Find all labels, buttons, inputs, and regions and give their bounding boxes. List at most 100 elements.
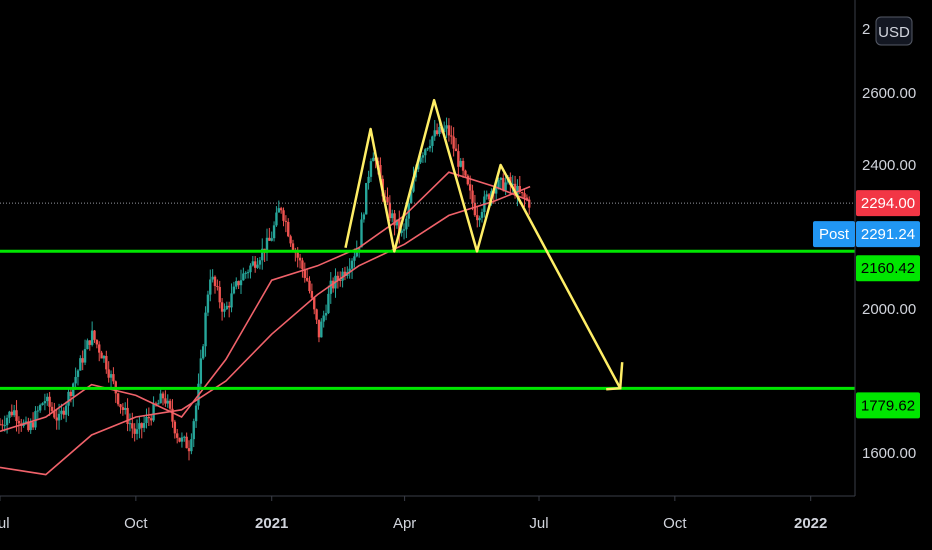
candle-body bbox=[480, 211, 484, 218]
candle-body bbox=[46, 396, 49, 402]
candles-layer bbox=[0, 117, 531, 461]
candle-body bbox=[8, 411, 11, 418]
candle-body bbox=[268, 237, 271, 241]
support-level-label: 2160.42 bbox=[861, 260, 915, 277]
target-level-label-bg bbox=[856, 392, 920, 419]
candle-body bbox=[64, 405, 68, 415]
candle-body bbox=[419, 157, 422, 163]
candle-body bbox=[301, 260, 304, 270]
candle-body bbox=[313, 297, 316, 310]
candle-body bbox=[525, 197, 529, 200]
candle-body bbox=[223, 309, 226, 312]
candle-body bbox=[126, 407, 129, 424]
candle-body bbox=[131, 423, 134, 429]
candle-body bbox=[67, 391, 70, 406]
candle-body bbox=[308, 280, 311, 292]
pattern-drawing-layer bbox=[344, 98, 624, 391]
candle-body bbox=[48, 396, 51, 407]
candle-body bbox=[232, 286, 236, 294]
candle-body bbox=[27, 421, 30, 431]
candle-body bbox=[98, 344, 101, 353]
candle-body bbox=[150, 418, 153, 421]
candle-body bbox=[251, 261, 255, 266]
candle-body bbox=[15, 410, 18, 422]
candle-body bbox=[395, 219, 399, 226]
candle-body bbox=[90, 330, 94, 345]
candle-body bbox=[383, 196, 387, 198]
candle-body bbox=[461, 160, 465, 171]
candle-body bbox=[487, 194, 491, 200]
candle-body bbox=[435, 130, 439, 135]
candle-body bbox=[86, 340, 89, 350]
x-axis-ticks: Jul Oct 2021 Apr Jul Oct 2022 bbox=[0, 496, 827, 532]
candle-body bbox=[121, 407, 125, 410]
post-price-label: 2291.24 bbox=[861, 226, 915, 243]
candle-body bbox=[447, 125, 451, 136]
candle-body bbox=[79, 358, 82, 371]
candle-body bbox=[518, 186, 521, 192]
post-price-bg bbox=[856, 221, 920, 248]
candle-body bbox=[17, 421, 21, 424]
candle-body bbox=[386, 197, 389, 203]
candle-body bbox=[343, 271, 347, 277]
ma-slow-line bbox=[0, 185, 531, 476]
candle-body bbox=[173, 421, 177, 434]
support-level-label-bg bbox=[856, 255, 920, 282]
candle-body bbox=[367, 176, 370, 184]
candle-body bbox=[256, 264, 259, 268]
candle-body bbox=[409, 191, 413, 204]
candle-body bbox=[176, 433, 179, 438]
candle-body bbox=[128, 423, 132, 425]
candle-body bbox=[348, 268, 351, 272]
candle-body bbox=[438, 126, 441, 135]
candle-body bbox=[329, 280, 332, 294]
candle-body bbox=[235, 281, 238, 287]
x-tick-label: Oct bbox=[663, 515, 687, 532]
candle-body bbox=[227, 305, 231, 308]
levels-layer bbox=[0, 202, 855, 390]
candle-body bbox=[287, 221, 290, 237]
y-tick-label: 2600.00 bbox=[862, 85, 916, 102]
candle-body bbox=[322, 315, 325, 322]
candle-body bbox=[187, 448, 191, 452]
candle-body bbox=[74, 376, 77, 384]
x-tick-label: 2022 bbox=[794, 515, 827, 532]
candle-body bbox=[485, 194, 488, 197]
currency-button[interactable]: USD bbox=[875, 16, 913, 46]
candle-body bbox=[41, 403, 44, 406]
moving-averages-layer bbox=[0, 171, 531, 476]
candle-body bbox=[201, 346, 205, 359]
candle-body bbox=[166, 400, 169, 404]
candle-body bbox=[83, 349, 87, 363]
head-and-shoulders-drawing[interactable] bbox=[344, 98, 622, 389]
candle-body bbox=[10, 411, 14, 416]
candle-body bbox=[398, 219, 401, 233]
candle-body bbox=[62, 410, 65, 415]
candle-body bbox=[265, 237, 269, 253]
candle-body bbox=[249, 265, 252, 273]
candle-body bbox=[5, 417, 9, 426]
candle-body bbox=[57, 413, 61, 421]
candle-body bbox=[391, 213, 394, 219]
target-level-label: 1779.62 bbox=[861, 397, 915, 414]
candle-body bbox=[34, 411, 37, 428]
candle-body bbox=[161, 393, 165, 399]
candle-body bbox=[60, 410, 63, 414]
candle-body bbox=[145, 416, 148, 424]
candle-body bbox=[520, 191, 524, 194]
x-tick-label: 2021 bbox=[255, 515, 288, 532]
candle-body bbox=[218, 286, 221, 303]
y-tick-label: 2000.00 bbox=[862, 301, 916, 318]
candle-body bbox=[476, 215, 479, 221]
candle-body bbox=[246, 272, 250, 274]
candle-body bbox=[209, 279, 212, 295]
price-labels: 2294.00 Post 2291.24 2160.42 1779.62 bbox=[813, 190, 920, 419]
candle-body bbox=[298, 257, 302, 261]
candle-body bbox=[258, 260, 262, 265]
candle-body bbox=[24, 421, 28, 423]
candle-body bbox=[452, 136, 455, 149]
candle-body bbox=[350, 260, 354, 269]
candle-body bbox=[220, 302, 224, 312]
candle-body bbox=[185, 436, 188, 449]
